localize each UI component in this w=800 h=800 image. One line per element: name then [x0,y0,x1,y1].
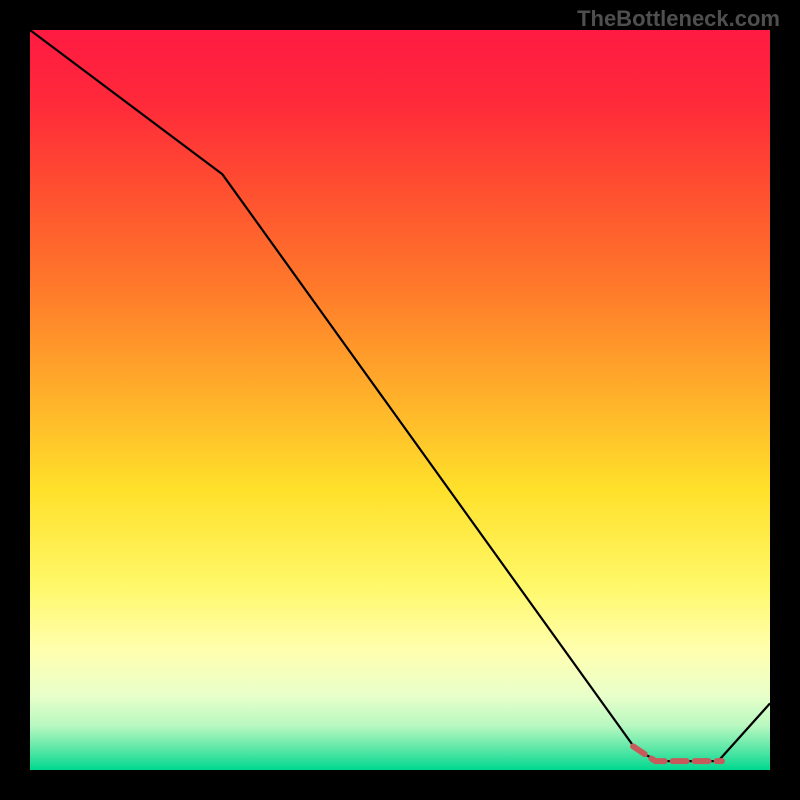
chart-stage: TheBottleneck.com [0,0,800,800]
chart-svg [0,0,800,800]
watermark-text: TheBottleneck.com [577,6,780,32]
plot-background [30,30,770,770]
